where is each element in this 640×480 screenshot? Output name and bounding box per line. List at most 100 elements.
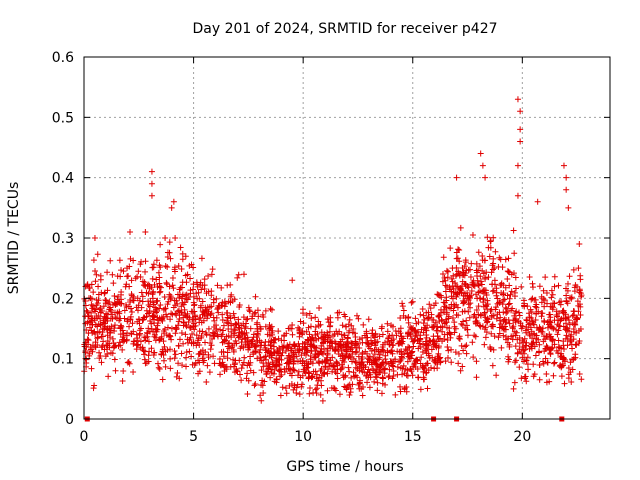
data-point <box>232 337 239 344</box>
data-point <box>456 258 463 265</box>
data-point <box>175 318 182 325</box>
data-point <box>127 255 134 262</box>
data-point <box>178 266 185 273</box>
data-point <box>207 340 214 347</box>
data-point <box>561 380 568 387</box>
data-point <box>251 382 258 389</box>
data-point <box>544 300 551 307</box>
data-point <box>163 331 170 338</box>
data-point <box>110 280 117 287</box>
data-point <box>157 284 164 291</box>
data-point <box>570 266 577 273</box>
data-point <box>178 295 185 302</box>
data-point <box>539 310 546 317</box>
data-point <box>276 361 283 368</box>
data-point <box>194 337 201 344</box>
data-point <box>467 266 474 273</box>
data-point <box>173 297 180 304</box>
data-point <box>453 271 460 278</box>
data-point <box>467 274 474 281</box>
data-point <box>482 314 489 321</box>
data-point <box>112 301 119 308</box>
data-point <box>179 256 186 263</box>
data-point <box>415 328 422 335</box>
data-point <box>216 360 223 367</box>
data-point <box>234 274 241 281</box>
data-point <box>443 267 450 274</box>
data-point <box>458 287 465 294</box>
data-point <box>243 375 250 382</box>
data-point <box>504 292 511 299</box>
data-point <box>399 303 406 310</box>
data-point <box>518 375 525 382</box>
data-point <box>162 363 169 370</box>
data-point <box>241 325 248 332</box>
data-point <box>389 375 396 382</box>
data-point <box>167 346 174 353</box>
data-point <box>496 254 503 261</box>
data-point <box>299 357 306 364</box>
data-point <box>525 366 532 373</box>
data-point <box>473 320 480 327</box>
data-point <box>92 339 99 346</box>
data-point <box>482 334 489 341</box>
data-point <box>175 263 182 270</box>
data-point <box>410 343 417 350</box>
data-point <box>126 360 133 367</box>
data-point <box>341 332 348 339</box>
data-point <box>346 392 353 399</box>
data-point <box>487 238 494 245</box>
data-point <box>419 306 426 313</box>
data-point <box>166 332 173 339</box>
data-point <box>525 310 532 317</box>
data-point <box>203 331 210 338</box>
data-point <box>317 391 324 398</box>
data-point <box>455 246 462 253</box>
data-point <box>459 308 466 315</box>
data-point <box>485 274 492 281</box>
data-point <box>560 309 567 316</box>
data-point <box>563 332 570 339</box>
data-point <box>326 342 333 349</box>
data-point <box>382 356 389 363</box>
data-point <box>465 284 472 291</box>
data-point <box>224 319 231 326</box>
data-point <box>127 299 134 306</box>
data-point <box>559 361 566 368</box>
data-point <box>101 346 108 353</box>
data-point <box>263 371 270 378</box>
data-point <box>98 333 105 340</box>
data-point <box>419 341 426 348</box>
data-point <box>493 315 500 322</box>
data-point <box>180 319 187 326</box>
data-point <box>188 308 195 315</box>
data-point <box>577 303 584 310</box>
data-point <box>183 323 190 330</box>
data-point <box>286 325 293 332</box>
data-point <box>450 307 457 314</box>
data-point <box>479 253 486 260</box>
data-point <box>468 288 475 295</box>
data-point <box>521 300 528 307</box>
data-point <box>205 272 212 279</box>
data-point <box>126 323 133 330</box>
data-point <box>273 376 280 383</box>
data-point <box>511 293 518 300</box>
data-point <box>523 378 530 385</box>
data-point <box>312 314 319 321</box>
data-point <box>237 345 244 352</box>
data-point <box>489 288 496 295</box>
data-point <box>348 374 355 381</box>
data-point <box>117 273 124 280</box>
data-point <box>398 353 405 360</box>
data-point <box>283 330 290 337</box>
data-point <box>338 331 345 338</box>
data-point <box>153 306 160 313</box>
data-point <box>526 273 533 280</box>
data-point <box>549 291 556 298</box>
data-point <box>270 370 277 377</box>
data-point <box>570 356 577 363</box>
data-point <box>546 311 553 318</box>
data-point <box>408 335 415 342</box>
data-point <box>555 327 562 334</box>
